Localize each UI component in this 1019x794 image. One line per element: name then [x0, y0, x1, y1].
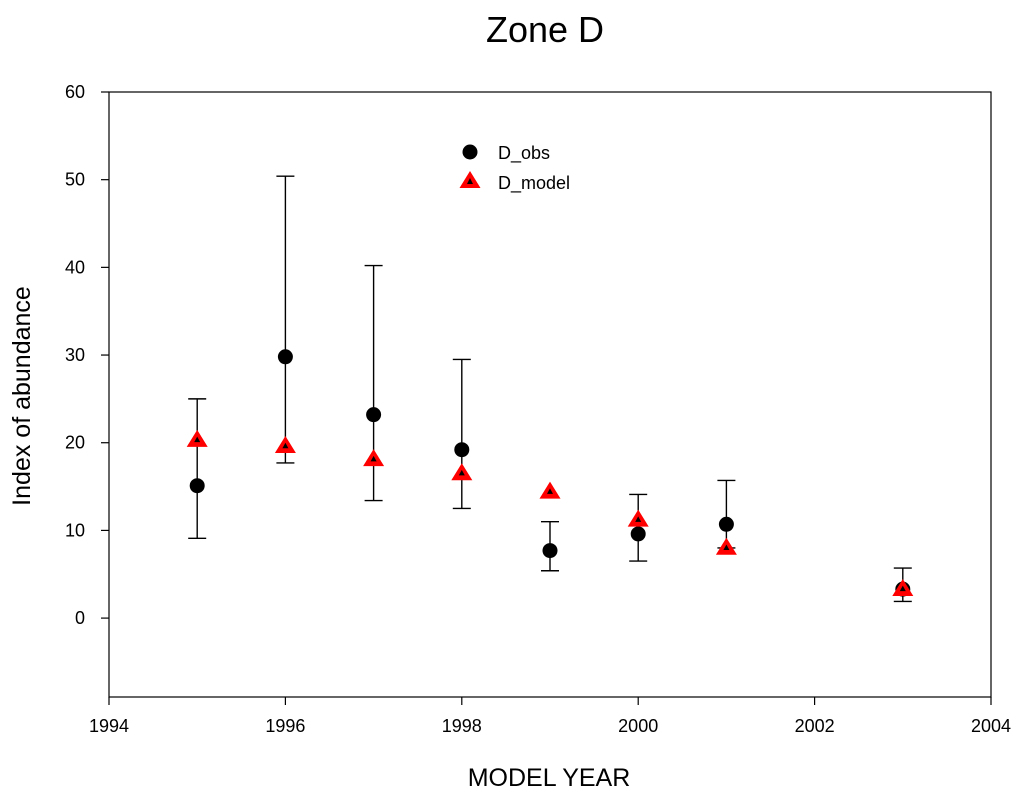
x-axis-label: MODEL YEAR	[468, 764, 631, 792]
y-tick-label: 10	[65, 520, 85, 540]
x-tick-label: 2004	[971, 716, 1011, 736]
legend-model-marker-inner	[467, 178, 473, 184]
legend-obs-label: D_obs	[498, 143, 550, 164]
x-tick-label: 1998	[442, 716, 482, 736]
x-tick-label: 2002	[795, 716, 835, 736]
model-point-center	[370, 455, 377, 462]
chart-title: Zone D	[486, 9, 604, 50]
y-tick-label: 20	[65, 433, 85, 453]
obs-point	[542, 543, 558, 559]
x-axis: 1994 1996 1998 2000 2002 2004	[89, 697, 1011, 736]
model-point-center	[458, 469, 465, 476]
model-point-center	[723, 544, 730, 550]
obs-point	[630, 526, 646, 542]
y-tick-label: 40	[65, 257, 85, 277]
model-point-center	[194, 436, 201, 443]
y-tick-label: 0	[75, 608, 85, 628]
model-series	[186, 429, 914, 596]
obs-point	[277, 349, 293, 365]
obs-point	[454, 442, 470, 458]
y-axis-label: Index of abundance	[8, 286, 36, 506]
y-tick-label: 50	[65, 170, 85, 190]
model-point-center	[899, 585, 906, 592]
model-point-center	[282, 442, 289, 449]
x-tick-label: 2000	[618, 716, 658, 736]
obs-point	[366, 407, 382, 423]
y-axis: 0 10 20 30 40 50 60	[65, 82, 109, 628]
model-point-center	[635, 516, 642, 522]
obs-point	[189, 478, 205, 494]
legend: D_obs D_model	[459, 143, 570, 194]
plot-frame	[108, 91, 992, 698]
y-tick-label: 60	[65, 82, 85, 102]
legend-obs-marker	[462, 144, 478, 160]
legend-model-label: D_model	[498, 173, 570, 194]
error-bars	[188, 175, 912, 603]
x-tick-label: 1996	[265, 716, 305, 736]
x-tick-label: 1994	[89, 716, 129, 736]
obs-point	[718, 516, 734, 532]
model-point-center	[547, 488, 553, 494]
y-tick-label: 30	[65, 345, 85, 365]
